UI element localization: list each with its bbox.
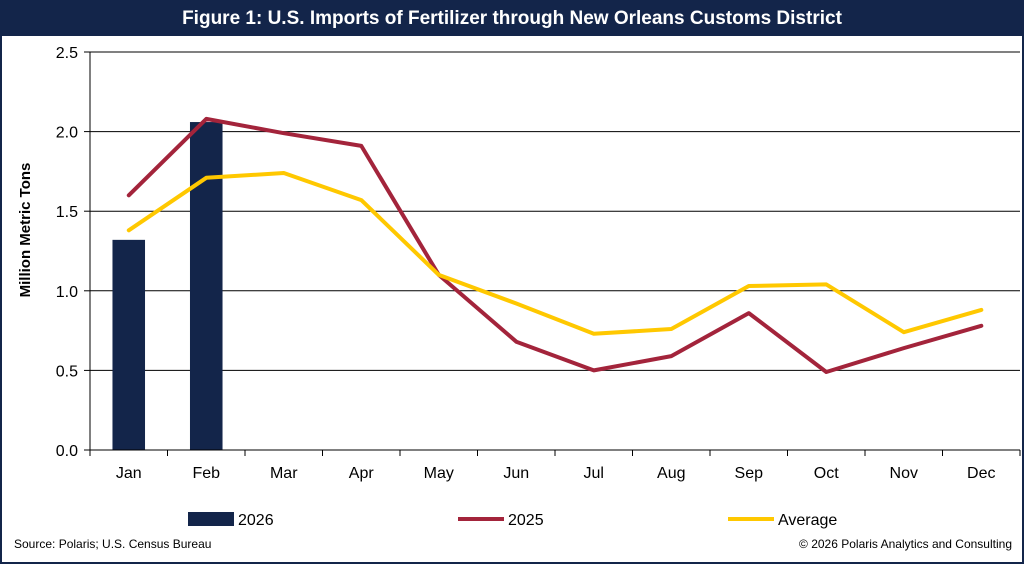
x-tick-label: May: [424, 465, 454, 482]
y-tick-label: 0.0: [56, 443, 78, 460]
copyright-note: © 2026 Polaris Analytics and Consulting: [799, 537, 1012, 551]
y-tick-label: 2.0: [56, 125, 78, 142]
x-tick-label: Sep: [735, 465, 764, 482]
x-tick-label: Oct: [814, 465, 839, 482]
line-Average: [126, 171, 984, 336]
bar-2026-Jan: [112, 239, 146, 450]
source-note: Source: Polaris; U.S. Census Bureau: [14, 537, 212, 551]
x-tick-label: Dec: [967, 465, 995, 482]
bar-2026-Feb: [189, 122, 223, 450]
legend-label-Average: Average: [778, 512, 837, 529]
legend-swatch-2026: [188, 512, 234, 526]
x-tick-label: Jul: [584, 465, 604, 482]
y-tick-label: 0.5: [56, 363, 78, 380]
gridlines: [90, 51, 1020, 371]
y-tick-label: 1.0: [56, 284, 78, 301]
y-tick-labels: 0.0 0.5 1.0 1.5 2.0 2.5: [56, 45, 78, 460]
x-tick-labels: Jan Feb Mar Apr May Jun Jul Aug Sep Oct Nov Dec: [116, 465, 996, 482]
line-2025: [126, 116, 984, 374]
y-tick-label: 2.5: [56, 45, 78, 62]
x-tick-label: Mar: [270, 465, 298, 482]
x-tick-label: Nov: [890, 465, 918, 482]
chart-title: Figure 1: U.S. Imports of Fertilizer thr…: [2, 2, 1022, 36]
x-tick-label: Feb: [192, 465, 220, 482]
y-axis-label: Million Metric Tons: [17, 163, 34, 298]
y-tick-label: 1.5: [56, 204, 78, 221]
x-tick-label: Jun: [503, 465, 529, 482]
legend-label-2025: 2025: [508, 512, 544, 529]
legend: 2026 2025 Average: [188, 512, 837, 529]
x-tick-label: Apr: [349, 465, 375, 482]
legend-label-2026: 2026: [238, 512, 274, 529]
line-series: [126, 116, 984, 374]
x-tick-label: Aug: [657, 465, 685, 482]
x-tick-label: Jan: [116, 465, 142, 482]
axes: [84, 51, 1021, 456]
bar-series-2026: [112, 122, 223, 450]
